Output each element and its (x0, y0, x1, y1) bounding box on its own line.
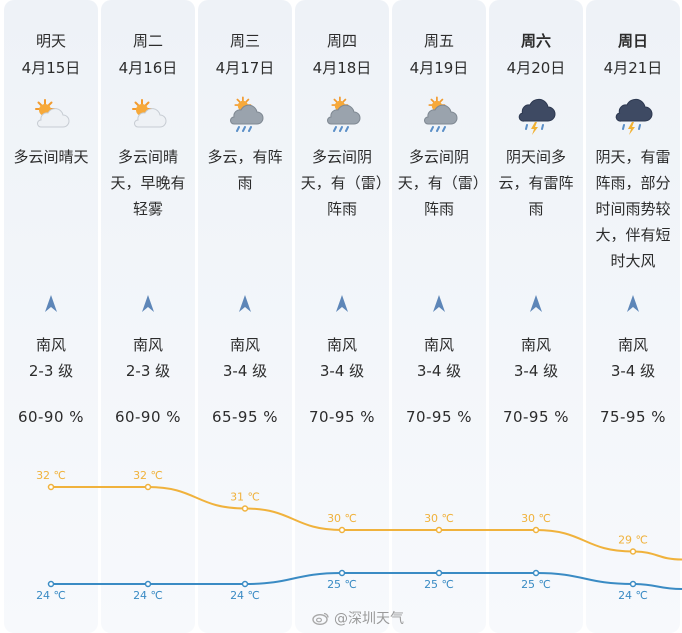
humidity: 70-95 % (308, 408, 376, 426)
high-temperature-point (532, 526, 540, 534)
high-temperature-label: 32 ℃ (133, 469, 163, 482)
cloudy-rain-icon (327, 96, 361, 132)
high-temperature-label: 30 ℃ (424, 512, 454, 525)
low-temperature-label: 24 ℃ (618, 589, 648, 602)
wind-direction-arrow-icon (142, 295, 154, 312)
wind-direction: 南风 (326, 336, 357, 354)
low-temperature-label: 25 ℃ (521, 578, 551, 591)
forecast-day-tomorrow: 明天 4月15日 多云间晴天 南风 2-3 级 60-90 % (4, 0, 98, 633)
high-temperature-label: 32 ℃ (36, 469, 66, 482)
weather-description: 多云间晴天 (13, 148, 89, 166)
high-temperature-label: 30 ℃ (327, 512, 357, 525)
day-label: 周日 (617, 32, 648, 50)
low-temperature-point (144, 580, 152, 588)
humidity: 70-95 % (502, 408, 570, 426)
wind-direction: 南风 (617, 336, 648, 354)
weather-description: 多云间晴天，早晚有轻雾 (110, 148, 186, 218)
low-temperature-point (532, 569, 540, 577)
wind-direction: 南风 (520, 336, 551, 354)
forecast-day-wed: 周三 4月17日 多云，有阵雨 南风 3-4 级 65-95 % (198, 0, 292, 633)
low-temperature-label: 25 ℃ (424, 578, 454, 591)
wind-level: 3-4 级 (319, 362, 365, 380)
wind-level: 3-4 级 (222, 362, 268, 380)
low-temperature-label: 25 ℃ (327, 578, 357, 591)
humidity: 60-90 % (114, 408, 182, 426)
temperature-chart: 32 ℃ 32 ℃ 31 ℃ 30 ℃ 30 ℃ 30 ℃ 29 ℃ 24 ℃ 24 ℃ 24 ℃… (36, 469, 682, 602)
wind-direction-arrow-icon (433, 295, 445, 312)
wind-level: 2-3 级 (28, 362, 74, 380)
weather-description: 多云间阴天，有（雷）阵雨 (300, 148, 384, 218)
low-temperature-point (338, 569, 346, 577)
low-temperature-label: 24 ℃ (230, 589, 260, 602)
high-temperature-point (629, 548, 637, 555)
wind-direction-arrow-icon (530, 295, 542, 312)
low-temperature-point (435, 569, 443, 577)
high-temperature-point (338, 526, 346, 534)
wind-direction-arrow-icon (239, 295, 251, 312)
wind-direction-arrow-icon (336, 295, 348, 312)
wind-level: 3-4 级 (513, 362, 559, 380)
weather-description: 阴天，有雷阵雨，部分时间雨势较大，伴有短时大风 (595, 148, 671, 270)
watermark-text: @深圳天气 (334, 611, 404, 627)
wind-direction-arrow-icon (45, 295, 57, 312)
wind-direction: 南风 (423, 336, 454, 354)
forecast-day-sat: 周六 4月20日 阴天间多云，有雷阵雨 南风 3-4 级 70-95 % (489, 0, 583, 633)
high-temperature-label: 31 ℃ (230, 491, 260, 504)
date-label: 4月15日 (21, 59, 81, 77)
thunderstorm-icon (615, 98, 653, 135)
weibo-icon (312, 612, 329, 625)
high-temperature-point (435, 526, 443, 534)
date-label: 4月16日 (118, 59, 178, 77)
humidity: 60-90 % (17, 408, 85, 426)
high-temperature-line (50, 486, 682, 561)
high-temperature-point (144, 483, 152, 491)
date-label: 4月21日 (603, 59, 663, 77)
sunny-cloudy-icon (132, 99, 167, 128)
date-label: 4月19日 (409, 59, 469, 77)
date-label: 4月18日 (312, 59, 372, 77)
forecast-day-sun: 周日 4月21日 阴天，有雷阵雨，部分时间雨势较大，伴有短时大风 南风 3-4 … (586, 0, 680, 633)
high-temperature-label: 29 ℃ (618, 534, 648, 547)
day-label: 周三 (229, 32, 260, 50)
wind-level: 3-4 级 (610, 362, 656, 380)
day-label: 周五 (423, 32, 454, 50)
high-temperature-point (47, 483, 55, 491)
low-temperature-point (629, 580, 637, 588)
low-temperature-point (47, 580, 55, 588)
day-label: 周六 (520, 32, 551, 50)
wind-level: 3-4 级 (416, 362, 462, 380)
forecast-day-tue: 周二 4月16日 多云间晴天，早晚有轻雾 南风 2-3 级 60-90 % (101, 0, 195, 633)
low-temperature-point (241, 580, 249, 588)
weather-description: 多云间阴天，有（雷）阵雨 (397, 148, 481, 218)
wind-direction: 南风 (35, 336, 66, 354)
low-temperature-label: 24 ℃ (133, 589, 163, 602)
high-temperature-point (241, 505, 249, 512)
high-temperature-label: 30 ℃ (521, 512, 551, 525)
date-label: 4月20日 (506, 59, 566, 77)
low-temperature-label: 24 ℃ (36, 589, 66, 602)
humidity: 65-95 % (211, 408, 279, 426)
wind-direction-arrow-icon (627, 295, 639, 312)
watermark: @深圳天气 (312, 606, 404, 630)
cloudy-rain-icon (230, 96, 264, 132)
day-label: 周二 (132, 32, 163, 50)
humidity: 70-95 % (405, 408, 473, 426)
sunny-cloudy-icon (35, 99, 70, 128)
wind-direction: 南风 (132, 336, 163, 354)
weather-description: 多云，有阵雨 (207, 148, 283, 192)
humidity: 75-95 % (599, 408, 667, 426)
thunderstorm-icon (518, 98, 556, 135)
wind-direction: 南风 (229, 336, 260, 354)
weather-description: 阴天间多云，有雷阵雨 (498, 148, 574, 218)
wind-level: 2-3 级 (125, 362, 171, 380)
date-label: 4月17日 (215, 59, 275, 77)
low-temperature-line (50, 572, 682, 590)
day-label: 明天 (35, 32, 66, 50)
day-label: 周四 (326, 32, 357, 50)
cloudy-rain-icon (424, 96, 458, 132)
